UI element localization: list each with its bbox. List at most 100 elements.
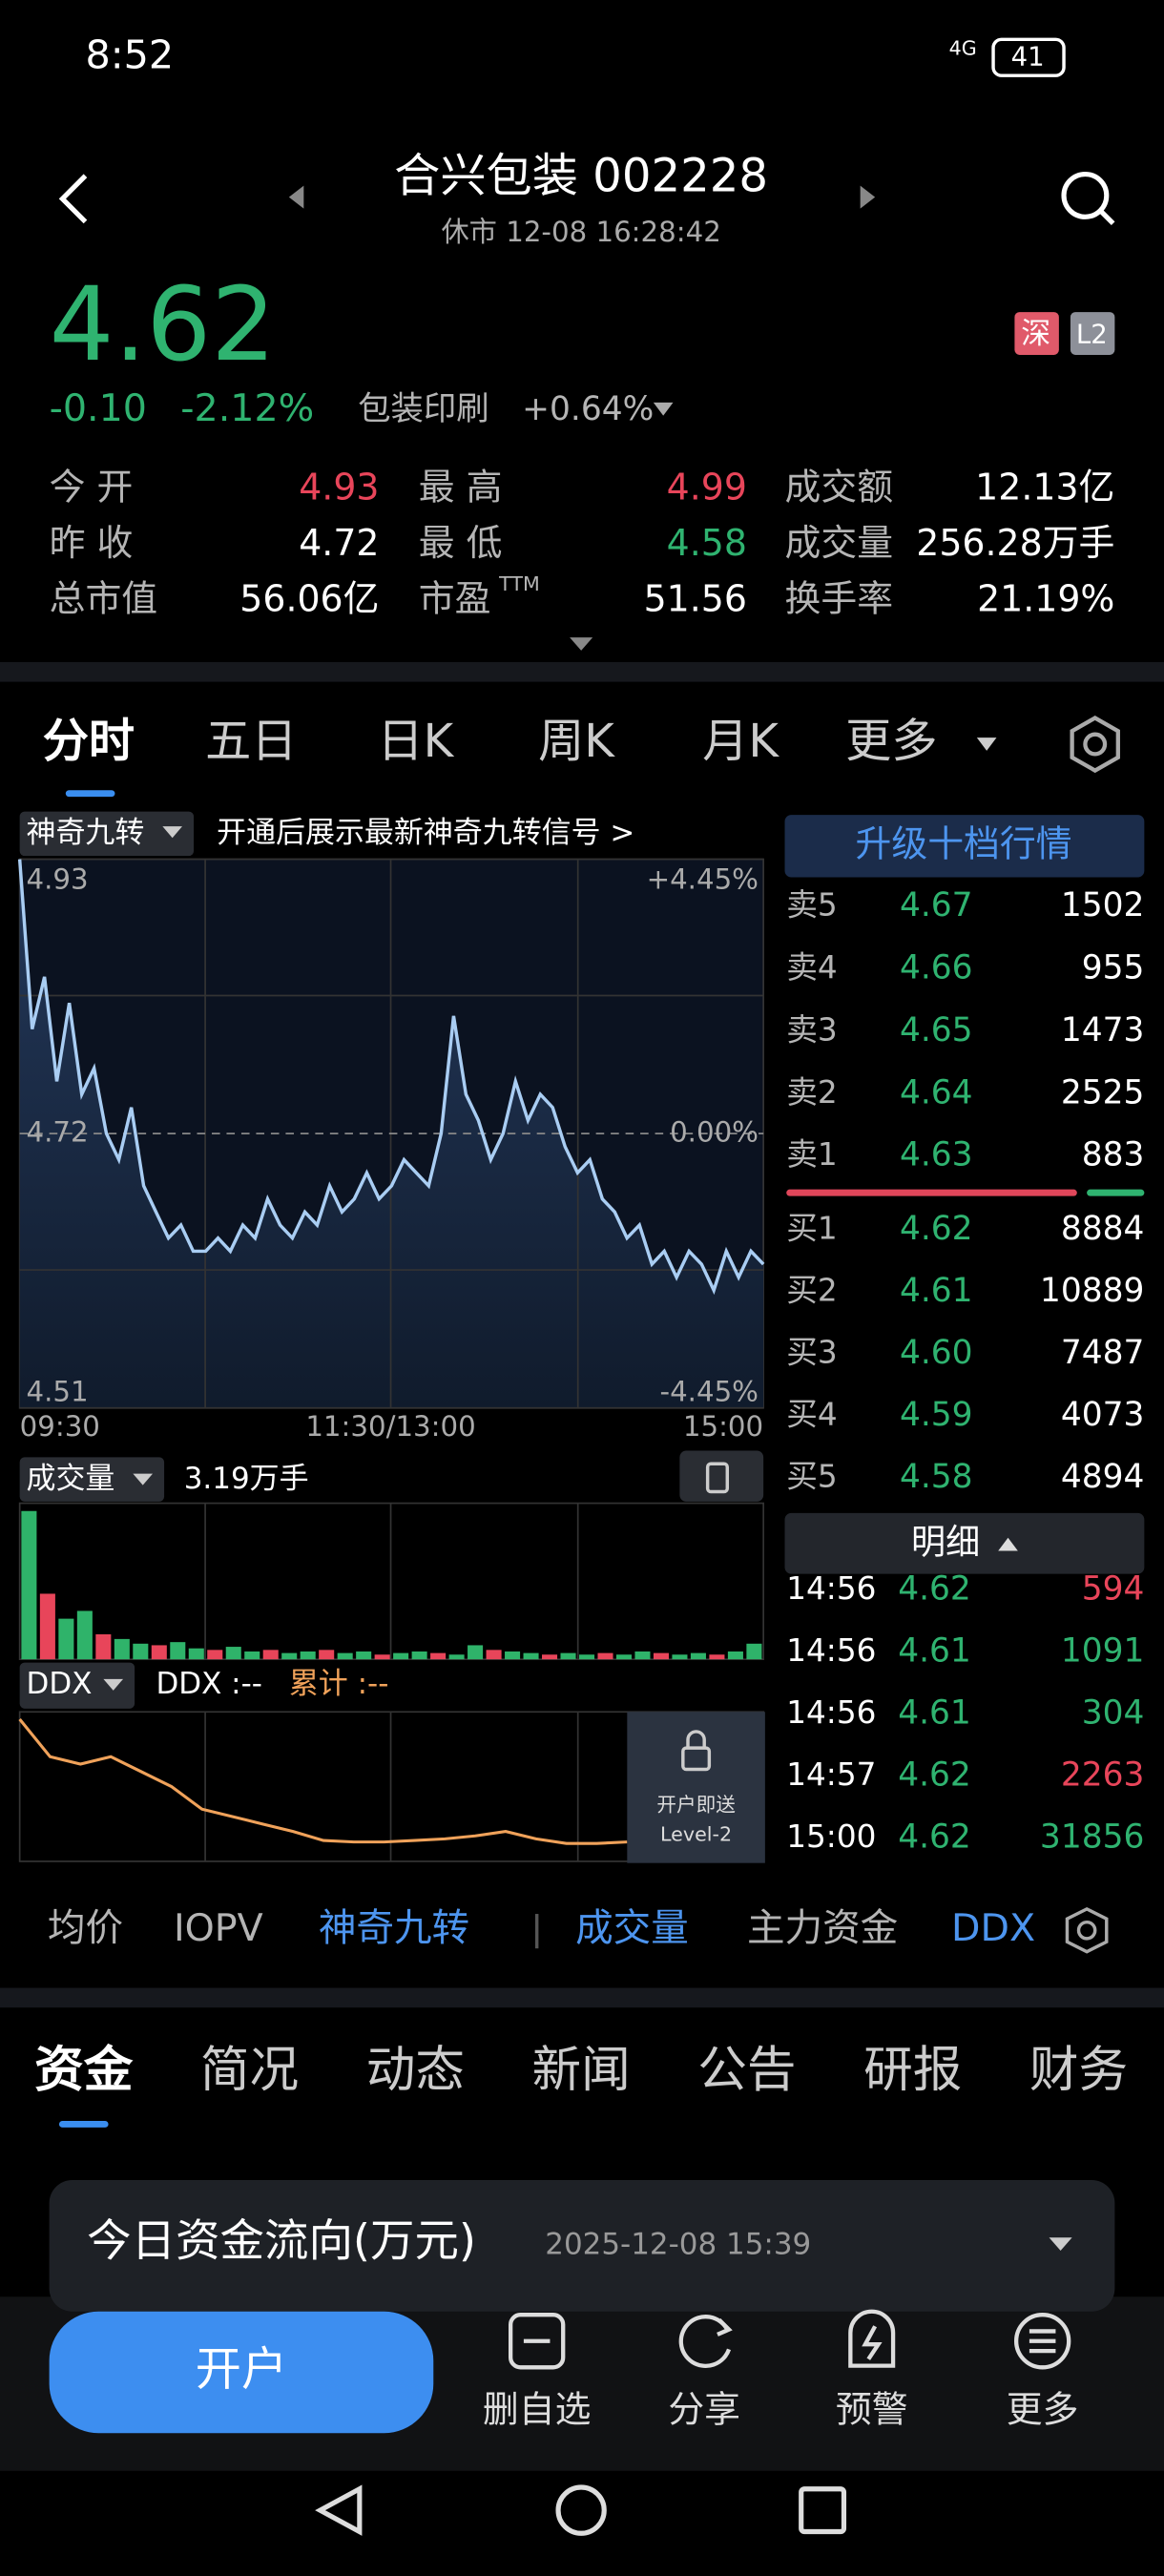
book-volume: 955 [1082,948,1145,987]
action-label[interactable]: 删自选 [483,2388,592,2430]
period-tab[interactable]: 分时 [43,715,135,768]
signal-name: 神奇九转 [27,816,145,850]
battery-level: 41 [1011,41,1045,72]
stat-value: 4.99 [667,467,747,509]
action-label[interactable]: 分享 [668,2388,740,2430]
open-account-button[interactable] [49,2311,434,2434]
ddx-dropdown[interactable] [19,1662,135,1709]
volume-bar [281,1652,298,1660]
trade-time: 14:57 [786,1756,876,1793]
volume-bar [225,1647,241,1660]
book-volume: 883 [1082,1136,1145,1174]
open-account-text: 开户 [196,2342,287,2396]
price-change: -0.10 [50,386,147,430]
x-tick-label: 09:30 [20,1410,100,1443]
trade-volume: 304 [1082,1693,1145,1732]
indicator-tab[interactable]: IOPV [174,1906,263,1950]
book-level: 卖2 [786,1074,837,1111]
volume-bar [560,1652,576,1660]
book-level: 卖5 [786,887,837,924]
section-tab[interactable]: 简况 [200,2042,299,2099]
book-price: 4.64 [900,1073,973,1111]
volume-bar [207,1650,223,1660]
stat-value: 4.93 [299,467,379,509]
exchange-badge: 深 [1021,317,1050,351]
indicator-tab[interactable]: 主力资金 [747,1906,898,1950]
period-tab[interactable]: 月K [702,715,779,768]
trade-volume: 2263 [1061,1755,1145,1794]
expand-arrow[interactable] [570,637,593,651]
detail-toggle[interactable] [784,1512,1145,1574]
book-price: 4.58 [900,1458,973,1496]
signal-promo[interactable]: 开通后展示最新神奇九转信号 > [217,816,634,850]
book-volume: 4894 [1061,1458,1145,1496]
settings-button[interactable] [1070,716,1120,774]
indicator-tab[interactable]: 均价 [48,1906,123,1950]
back-button[interactable] [58,174,88,224]
volume-bar [300,1651,316,1660]
search-button[interactable] [1061,171,1115,226]
period-tab[interactable]: 更多 [845,715,937,768]
volume-bar [448,1654,465,1660]
section-tab[interactable]: 新闻 [532,2042,631,2099]
section-tab[interactable]: 公告 [697,2042,796,2099]
trade-volume: 1091 [1061,1631,1145,1670]
indicator-tab[interactable]: 成交量 [575,1906,689,1950]
stat-label: 最 低 [419,522,503,564]
prev-stock[interactable] [288,185,304,209]
indicator-tab[interactable]: DDX [951,1906,1035,1950]
volume-bar [746,1643,762,1660]
stat-label-sup: TTM [498,572,540,595]
sector-name: 包装印刷 [358,390,489,428]
pct-tick-label: -4.45% [660,1376,759,1408]
book-price: 4.61 [900,1272,973,1310]
volume-bar [151,1645,167,1660]
switch-button[interactable] [679,1450,764,1502]
indicator-settings[interactable] [1065,1906,1109,1954]
action-label[interactable]: 更多 [1007,2388,1079,2430]
indicator-tab[interactable]: 神奇九转 [319,1906,469,1950]
stat-value: 4.72 [299,522,379,564]
ask-ratio [786,1189,1077,1196]
trade-price: 4.62 [898,1818,971,1856]
upgrade-button[interactable] [784,815,1145,878]
period-tab[interactable]: 五日 [205,715,297,768]
section-tab[interactable]: 资金 [34,2042,134,2099]
section-tab[interactable]: 财务 [1029,2042,1128,2099]
volume-bar [188,1648,204,1660]
period-tab[interactable]: 日K [377,715,454,768]
dropdown-arrow[interactable] [653,402,674,416]
trade-price: 4.61 [898,1631,971,1670]
volume-bar [615,1654,633,1660]
price-line [17,859,765,1296]
next-stock[interactable] [860,185,876,209]
trade-price: 4.62 [898,1755,971,1794]
nav-bar[interactable] [315,2484,847,2536]
volume-bar [505,1651,521,1660]
divider [0,1987,1164,2008]
volume-bar [468,1645,484,1660]
period-tab[interactable]: 周K [538,715,615,768]
stat-value: 21.19% [977,578,1114,620]
stat-label: 总市值 [50,578,158,620]
section-tab[interactable]: 研报 [863,2042,962,2099]
section-tab[interactable]: 动态 [366,2042,465,2099]
volume-bar [337,1652,353,1660]
volume-bar [411,1651,427,1660]
last-price: 4.62 [50,266,277,384]
action-label[interactable]: 预警 [836,2388,908,2430]
signal-dropdown[interactable] [19,811,195,857]
book-price: 4.65 [900,1011,973,1049]
dropdown-arrow[interactable] [976,737,997,751]
book-volume: 1502 [1061,886,1145,924]
fund-flow-card[interactable] [49,2180,1115,2312]
y-tick-label: 4.51 [27,1376,89,1408]
tab-underline [65,790,115,798]
dropdown-arrow [1049,2237,1072,2252]
trade-volume: 594 [1082,1569,1145,1608]
lock-overlay[interactable] [627,1712,765,1863]
book-price: 4.67 [900,886,973,924]
volume-dropdown[interactable] [19,1457,165,1502]
lock-icon [681,1746,712,1772]
